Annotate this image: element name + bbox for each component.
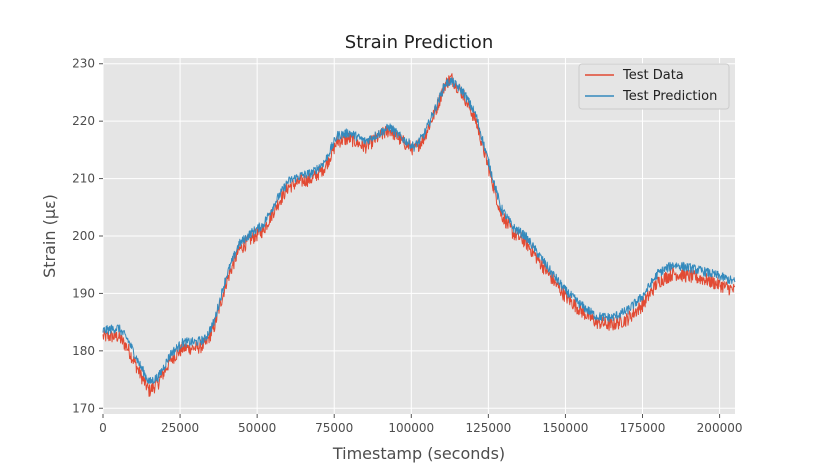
x-tick-label: 200000: [697, 421, 743, 435]
y-tick-label: 210: [72, 172, 95, 186]
series-line-test-data: [102, 73, 736, 397]
y-tick-label: 200: [72, 229, 95, 243]
series-layer: [102, 73, 736, 397]
chart-title: Strain Prediction: [345, 32, 493, 53]
y-tick-label: 220: [72, 114, 95, 128]
y-axis-ticks: 170 180 190 200 210 220 230: [72, 57, 103, 415]
x-axis-ticks: 0 25000 50000 75000 100000 125000 150000 175000…: [99, 414, 742, 435]
y-tick-label: 180: [72, 344, 95, 358]
x-tick-label: 125000: [465, 421, 511, 435]
legend: Test Data Test Prediction: [578, 63, 730, 110]
x-tick-label: 100000: [388, 421, 434, 435]
x-tick-label: 175000: [620, 421, 666, 435]
x-tick-label: 0: [99, 421, 107, 435]
x-tick-label: 150000: [543, 421, 589, 435]
legend-label-test-prediction: Test Prediction: [622, 89, 717, 104]
x-tick-label: 50000: [238, 421, 276, 435]
legend-label-test-data: Test Data: [622, 68, 684, 83]
x-axis-label: Timestamp (seconds): [332, 444, 505, 463]
y-tick-label: 190: [72, 286, 95, 300]
x-tick-label: 25000: [161, 421, 199, 435]
y-tick-label: 170: [72, 401, 95, 415]
grid-lines: [102, 58, 735, 414]
series-line-test-prediction: [102, 77, 736, 384]
y-tick-label: 230: [72, 57, 95, 71]
y-axis-label: Strain (με): [40, 194, 59, 278]
legend-box: [578, 63, 730, 110]
x-tick-label: 75000: [315, 421, 353, 435]
